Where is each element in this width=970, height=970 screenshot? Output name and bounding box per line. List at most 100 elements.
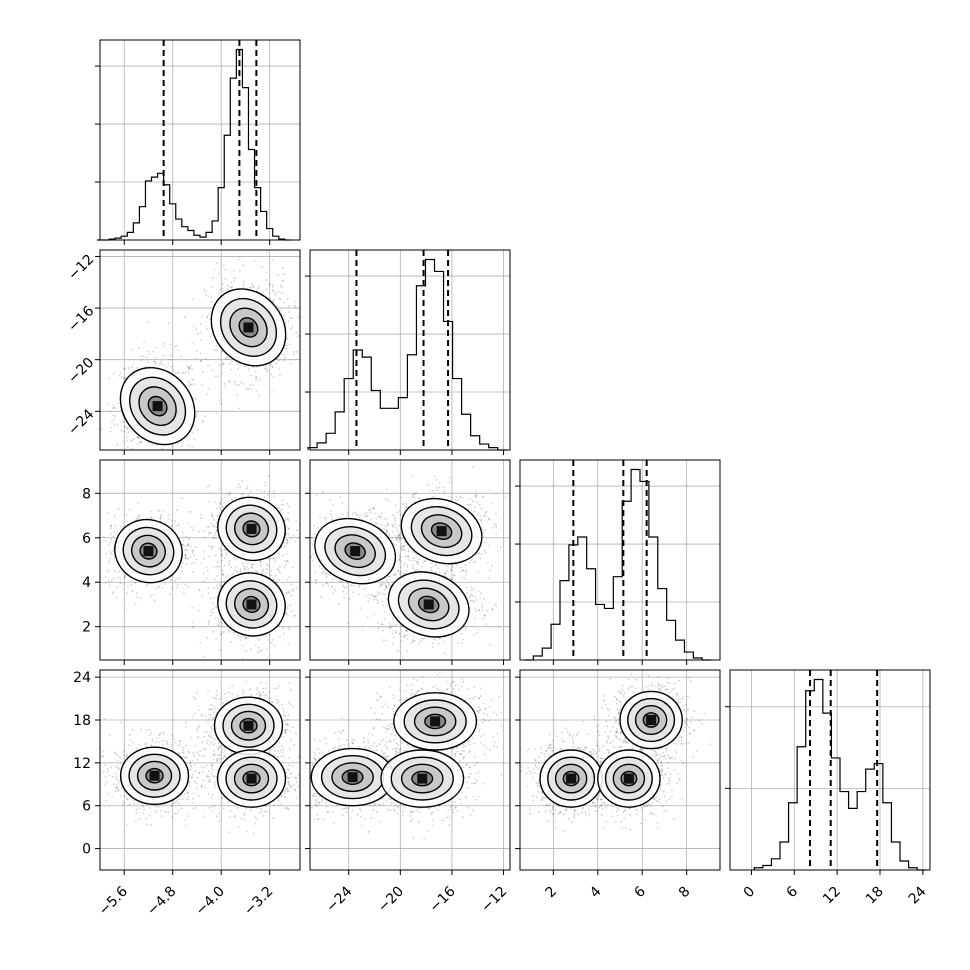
density-0-2-point xyxy=(161,587,163,589)
density-0-2-point xyxy=(200,562,202,564)
density-0-2-point xyxy=(113,536,115,538)
density-1-2-point xyxy=(439,482,441,484)
density-0-2-point xyxy=(264,496,266,498)
density-0-2-point xyxy=(244,569,246,571)
density-1-2-point xyxy=(394,625,396,627)
density-0-2-point xyxy=(265,635,267,637)
density-0-1-point xyxy=(108,403,110,405)
density-0-1-point xyxy=(136,367,138,369)
density-1-2-point xyxy=(474,506,476,508)
density-0-2-point xyxy=(218,548,220,550)
density-0-2-point xyxy=(221,553,223,555)
density-0-2-point xyxy=(250,649,252,651)
density-0-2-point xyxy=(208,624,210,626)
density-0-1-point xyxy=(133,438,135,440)
density-0-2-point xyxy=(286,503,288,505)
density-0-1-point xyxy=(272,286,274,288)
density-0-2-point xyxy=(208,485,210,487)
density-0-2-point xyxy=(292,589,294,591)
density-1-2-point xyxy=(486,511,488,513)
density-1-2-point xyxy=(477,513,479,515)
density-0-2-point xyxy=(292,567,294,569)
density-1-2-point xyxy=(388,584,390,586)
density-0-1-point xyxy=(173,370,175,372)
density-0-2-point xyxy=(213,631,215,633)
density-0-2-point xyxy=(216,585,218,587)
density-1-2-point xyxy=(407,564,409,566)
density-0-2-point xyxy=(246,566,248,568)
density-1-2-point xyxy=(409,559,411,561)
density-0-2-point xyxy=(256,489,258,491)
density-0-2-point xyxy=(273,492,275,494)
density-0-2-point xyxy=(208,592,210,594)
density-0-2-point xyxy=(211,546,213,548)
density-0-2-point xyxy=(203,530,205,532)
density-0-2-point xyxy=(218,490,220,492)
density-1-2-point xyxy=(412,567,414,569)
density-0-1-point xyxy=(283,354,285,356)
density-0-2-point xyxy=(288,528,290,530)
density-0-1-point xyxy=(258,394,260,396)
density-0-2-point xyxy=(221,499,223,501)
density-0-1-point xyxy=(113,404,115,406)
density-1-2-point xyxy=(322,567,324,569)
density-1-2-point xyxy=(467,504,469,506)
density-0-2-point xyxy=(192,571,194,573)
density-0-2-point xyxy=(189,556,191,558)
density-0-2-point xyxy=(172,587,174,589)
density-0-2-point xyxy=(219,649,221,651)
density-0-1-point xyxy=(257,288,259,290)
density-1-2-point xyxy=(415,493,417,495)
density-0-2-peak-1 xyxy=(247,524,257,534)
density-0-1-point xyxy=(206,328,208,330)
density-0-2-point xyxy=(210,611,212,613)
density-1-2-point xyxy=(434,564,436,566)
density-0-2-point xyxy=(183,592,185,594)
density-1-2-point xyxy=(485,552,487,554)
density-0-2-point xyxy=(107,570,109,572)
density-1-2-point xyxy=(397,570,399,572)
density-1-2-point xyxy=(333,504,335,506)
density-0-1-point xyxy=(243,366,245,368)
density-0-2-point xyxy=(287,579,289,581)
density-0-1-point xyxy=(243,383,245,385)
density-0-1-point xyxy=(183,372,185,374)
density-1-2-point xyxy=(352,591,354,593)
density-0-2-point xyxy=(238,635,240,637)
density-0-1-point xyxy=(124,441,126,443)
density-0-1-point xyxy=(223,264,225,266)
density-0-2-point xyxy=(125,514,127,516)
density-0-2-point xyxy=(268,639,270,641)
density-0-1-point xyxy=(172,445,174,447)
density-1-2-point xyxy=(347,582,349,584)
density-1-2-point xyxy=(427,484,429,486)
density-1-2-point xyxy=(385,498,387,500)
density-0-1-point xyxy=(275,362,277,364)
density-0-1-point xyxy=(169,359,171,361)
density-0-1-point xyxy=(174,346,176,348)
density-0-2-point xyxy=(236,571,238,573)
density-0-2-point xyxy=(239,486,241,488)
density-0-2-point xyxy=(284,560,286,562)
density-1-2-point xyxy=(444,492,446,494)
density-0-2-point xyxy=(158,586,160,588)
density-0-2-point xyxy=(241,636,243,638)
density-0-2-point xyxy=(184,583,186,585)
density-0-1-point xyxy=(185,371,187,373)
density-0-2-point xyxy=(105,582,107,584)
density-0-2-point xyxy=(111,553,113,555)
density-0-1-point xyxy=(197,333,199,335)
density-0-2-point xyxy=(108,571,110,573)
density-0-2-point xyxy=(105,576,107,578)
density-0-1-point xyxy=(288,305,290,307)
density-0-2-point xyxy=(208,545,210,547)
density-0-2-point xyxy=(187,522,189,524)
density-0-1-point xyxy=(288,320,290,322)
density-0-2-point xyxy=(129,509,131,511)
density-0-1-point xyxy=(126,427,128,429)
density-0-1-point xyxy=(200,353,202,355)
density-0-2-point xyxy=(135,519,137,521)
density-1-2-point xyxy=(406,506,408,508)
density-0-2-point xyxy=(207,526,209,528)
density-0-1-point xyxy=(221,402,223,404)
